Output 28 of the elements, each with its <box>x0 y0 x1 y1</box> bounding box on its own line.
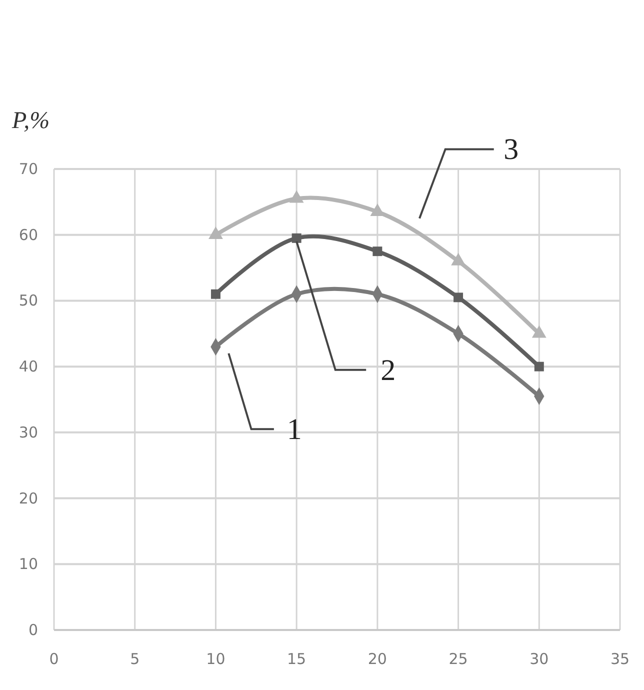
y-tick-label: 10 <box>18 555 38 574</box>
x-tick-label: 5 <box>130 650 140 668</box>
y-axis-title: P,% <box>11 108 50 134</box>
y-tick-label: 40 <box>18 358 38 376</box>
y-tick-label: 30 <box>18 423 38 442</box>
point <box>292 233 302 243</box>
point <box>454 292 464 302</box>
point <box>534 362 544 372</box>
x-tick-label: 15 <box>287 650 306 668</box>
y-tick-label: 20 <box>18 489 38 508</box>
x-tick-label: 10 <box>206 650 226 668</box>
text: 2 <box>380 354 396 387</box>
y-tick-label: 50 <box>18 292 38 310</box>
y-tick-label: 0 <box>28 621 38 639</box>
x-tick-label: 25 <box>448 650 468 668</box>
x-tick-label: 35 <box>610 650 630 668</box>
x-tick-label: 20 <box>368 650 387 668</box>
x-tick-label: 0 <box>49 650 59 668</box>
point <box>372 246 382 256</box>
y-tick-label: 70 <box>18 160 38 178</box>
point <box>208 226 223 240</box>
text: 3 <box>504 133 519 166</box>
text: 1 <box>286 413 302 446</box>
point <box>210 289 220 299</box>
point <box>289 190 304 203</box>
y-tick-label: 60 <box>18 226 38 244</box>
x-tick-label: 30 <box>530 650 549 668</box>
point <box>451 252 466 266</box>
